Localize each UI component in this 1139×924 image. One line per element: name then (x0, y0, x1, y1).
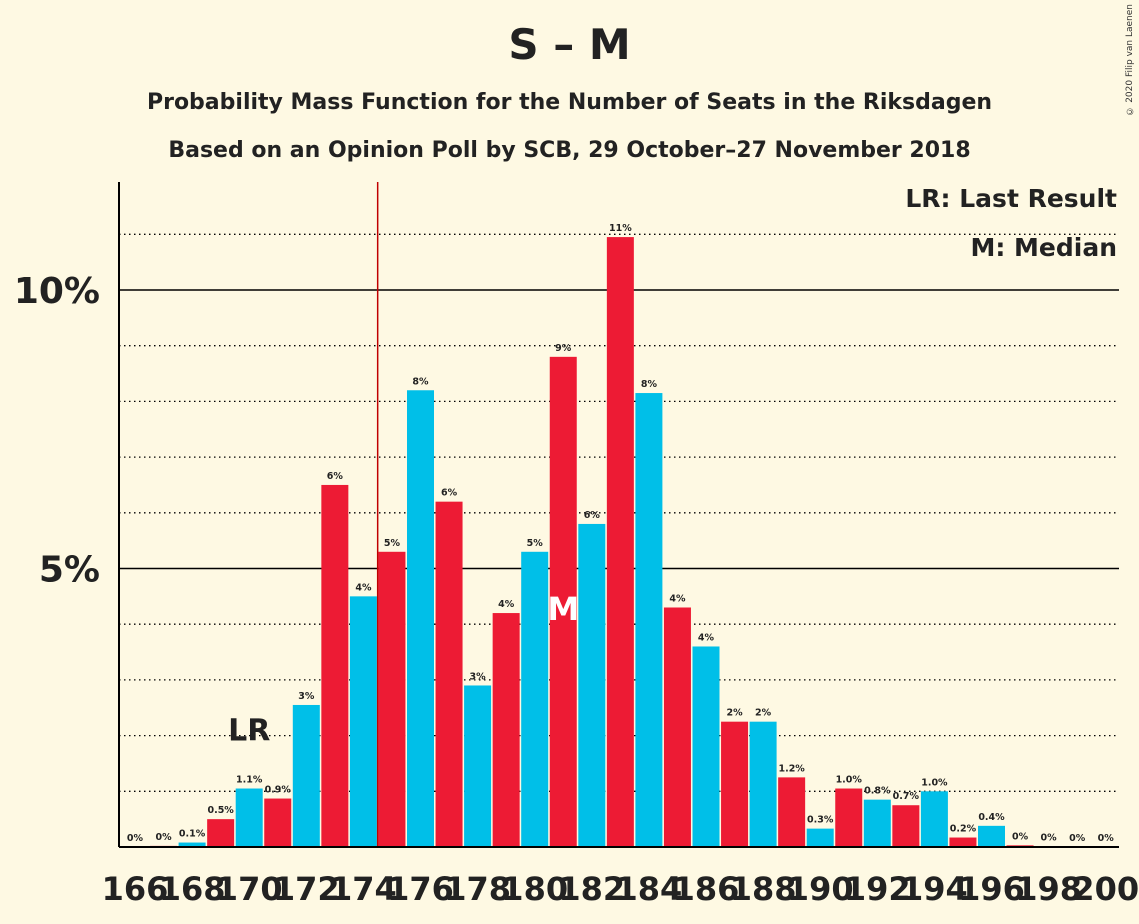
bar (235, 788, 263, 847)
x-tick-label: 198 (1015, 870, 1082, 908)
bar (378, 551, 406, 847)
bar (178, 842, 206, 847)
y-tick-label: 5% (39, 550, 100, 591)
bar (464, 685, 492, 847)
chart-subtitle-poll: Based on an Opinion Poll by SCB, 29 Octo… (168, 138, 971, 163)
bar-value-label: 3% (298, 691, 315, 702)
bar (292, 704, 320, 847)
bar (549, 356, 577, 847)
x-tick-label: 186 (673, 870, 740, 908)
bar (606, 237, 634, 847)
chart-title: S – M (508, 20, 631, 69)
x-tick-label: 200 (1072, 870, 1139, 908)
last-result-marker: LR (228, 714, 270, 749)
bar-value-label: 0% (155, 832, 172, 843)
bar-value-label: 0.3% (807, 815, 834, 826)
bar (863, 799, 891, 847)
x-tick-label: 166 (102, 870, 169, 908)
bar-value-label: 0% (1098, 833, 1115, 844)
bar (435, 501, 463, 847)
x-tick-label: 168 (159, 870, 226, 908)
bar-value-label: 5% (527, 538, 544, 549)
x-tick-label: 192 (844, 870, 911, 908)
x-tick-label: 174 (330, 870, 397, 908)
x-tick-label: 194 (901, 870, 968, 908)
bar (949, 837, 977, 847)
bar-value-label: 1.1% (236, 775, 263, 786)
bar-value-label: 0.2% (950, 824, 977, 835)
x-tick-label: 176 (387, 870, 454, 908)
bar (749, 721, 777, 847)
chart-subtitle: Probability Mass Function for the Number… (146, 90, 993, 115)
bar-value-label: 0.1% (179, 829, 206, 840)
bar-value-label: 11% (609, 223, 632, 234)
x-tick-label: 182 (558, 870, 625, 908)
bar-value-label: 8% (412, 376, 429, 387)
bar (692, 646, 720, 847)
bar-value-label: 0.8% (864, 786, 891, 797)
bar-value-label: 6% (327, 471, 344, 482)
bar-value-label: 0.7% (893, 791, 920, 802)
x-tick-label: 196 (958, 870, 1025, 908)
bar (835, 788, 863, 847)
bar-value-label: 4% (498, 599, 515, 610)
bar (578, 523, 606, 847)
bar-value-label: 8% (641, 379, 658, 390)
bar-value-label: 4% (698, 632, 715, 643)
bar (920, 791, 948, 847)
bar-value-label: 0% (127, 833, 144, 844)
bar (892, 805, 920, 847)
median-marker: M (547, 590, 579, 628)
bar-value-label: 0% (1069, 833, 1086, 844)
legend-median: M: Median (970, 233, 1117, 262)
bar (978, 825, 1005, 847)
bar-value-label: 1.0% (921, 777, 948, 788)
bar (635, 393, 663, 847)
bar-value-label: 0.4% (978, 812, 1005, 823)
legend-last-result: LR: Last Result (905, 184, 1117, 213)
bar (721, 721, 749, 847)
bar (521, 551, 549, 847)
bar-value-label: 6% (441, 488, 458, 499)
bar (663, 607, 691, 847)
bar (407, 390, 434, 847)
x-tick-label: 184 (616, 870, 683, 908)
bar-value-label: 4% (669, 593, 686, 604)
bar-value-label: 1.0% (836, 775, 863, 786)
bar (806, 828, 834, 847)
bar (778, 777, 806, 847)
bar-value-label: 2% (755, 708, 772, 719)
bar (264, 798, 292, 847)
bar-value-label: 0% (1012, 831, 1029, 842)
bar-value-label: 2% (726, 708, 743, 719)
bar-value-label: 0.5% (207, 805, 234, 816)
x-tick-label: 180 (501, 870, 568, 908)
bar-value-label: 1.2% (778, 763, 805, 774)
x-tick-label: 170 (216, 870, 283, 908)
bar-value-label: 3% (470, 671, 487, 682)
y-tick-label: 10% (14, 271, 100, 312)
bar-value-label: 5% (384, 538, 401, 549)
bar-value-label: 6% (584, 510, 601, 521)
bar (321, 484, 349, 847)
x-tick-label: 178 (444, 870, 511, 908)
x-tick-label: 172 (273, 870, 340, 908)
bar-value-label: 0.9% (265, 785, 292, 796)
x-tick-label: 188 (730, 870, 797, 908)
bar-value-label: 4% (355, 582, 372, 593)
bar (349, 596, 377, 847)
x-tick-label: 190 (787, 870, 854, 908)
bar-value-label: 9% (555, 343, 572, 354)
bar (207, 819, 235, 847)
bar (492, 613, 520, 847)
bar-value-label: 0% (1041, 832, 1058, 843)
